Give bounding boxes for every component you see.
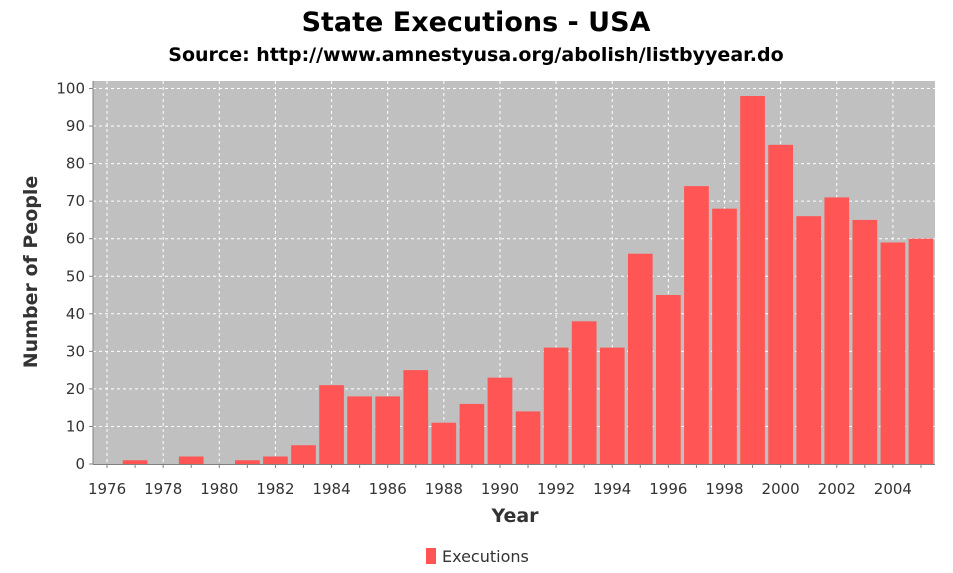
x-tick-label: 2000 bbox=[762, 480, 800, 498]
y-tick-label: 0 bbox=[75, 455, 85, 473]
axes bbox=[92, 81, 935, 465]
x-tick-label: 1988 bbox=[425, 480, 463, 498]
bar-1986 bbox=[375, 396, 401, 464]
chart-subtitle: Source: http://www.amnestyusa.org/abolis… bbox=[168, 44, 783, 66]
bar-1998 bbox=[712, 208, 737, 464]
x-tick-label: 2004 bbox=[874, 480, 912, 498]
bar-1991 bbox=[515, 411, 541, 464]
y-gridlines bbox=[93, 88, 935, 427]
x-tick-label: 1978 bbox=[144, 480, 182, 498]
bar-1982 bbox=[263, 456, 288, 464]
x-tick-label: 1994 bbox=[593, 480, 631, 498]
y-tick-label: 100 bbox=[56, 80, 85, 98]
legend: Executions bbox=[426, 547, 529, 566]
bar-1977 bbox=[122, 460, 148, 464]
x-axis-ticks: 1976 1978 1980 1982 1984 1986 1988 1990 1992 1994… bbox=[88, 464, 922, 498]
x-tick-label: 1998 bbox=[705, 480, 743, 498]
bar-1985 bbox=[347, 396, 372, 464]
y-tick-label: 20 bbox=[66, 380, 85, 398]
bar-2002 bbox=[824, 197, 850, 464]
bar-1979 bbox=[178, 456, 204, 464]
y-tick-label: 50 bbox=[66, 267, 85, 285]
x-axis-label: Year bbox=[490, 505, 539, 527]
x-tick-label: 1990 bbox=[481, 480, 519, 498]
bar-2001 bbox=[796, 216, 822, 464]
x-tick-label: 1992 bbox=[537, 480, 575, 498]
x-tick-label: 1976 bbox=[88, 480, 126, 498]
bar-1995 bbox=[627, 253, 653, 464]
y-tick-label: 90 bbox=[66, 117, 85, 135]
bar-1988 bbox=[431, 422, 457, 464]
legend-swatch bbox=[426, 548, 436, 564]
bar-1996 bbox=[656, 295, 681, 464]
bar-1989 bbox=[459, 403, 485, 464]
y-axis-ticks: 0 10 20 30 40 50 60 70 80 90 100 bbox=[56, 80, 93, 473]
x-tick-label: 1980 bbox=[200, 480, 238, 498]
y-axis-label: Number of People bbox=[20, 176, 42, 369]
legend-label: Executions bbox=[442, 547, 529, 566]
bar-1999 bbox=[740, 96, 765, 465]
y-tick-label: 70 bbox=[66, 192, 85, 210]
bar-2004 bbox=[880, 242, 906, 464]
y-tick-label: 30 bbox=[66, 342, 85, 360]
bar-1983 bbox=[291, 445, 316, 464]
bars bbox=[122, 96, 934, 465]
bar-2003 bbox=[852, 219, 878, 464]
x-tick-label: 1996 bbox=[649, 480, 687, 498]
plot-area bbox=[93, 81, 935, 464]
x-tick-label: 1986 bbox=[369, 480, 407, 498]
x-tick-label: 1982 bbox=[256, 480, 294, 498]
y-tick-label: 80 bbox=[66, 155, 85, 173]
y-tick-label: 10 bbox=[66, 417, 85, 435]
bar-2000 bbox=[768, 144, 793, 465]
bar-1984 bbox=[319, 385, 344, 464]
bar-1990 bbox=[487, 377, 513, 464]
bar-1993 bbox=[571, 321, 597, 464]
x-tick-label: 1984 bbox=[312, 480, 350, 498]
bar-2005 bbox=[908, 238, 934, 464]
chart-title: State Executions - USA bbox=[302, 7, 651, 38]
x-tick-label: 2002 bbox=[818, 480, 856, 498]
bar-1987 bbox=[403, 370, 429, 464]
bar-1997 bbox=[684, 186, 709, 464]
y-tick-label: 60 bbox=[66, 230, 85, 248]
bar-1992 bbox=[543, 347, 569, 464]
bar-1994 bbox=[599, 347, 625, 464]
bar-1981 bbox=[235, 460, 260, 464]
y-tick-label: 40 bbox=[66, 305, 85, 323]
